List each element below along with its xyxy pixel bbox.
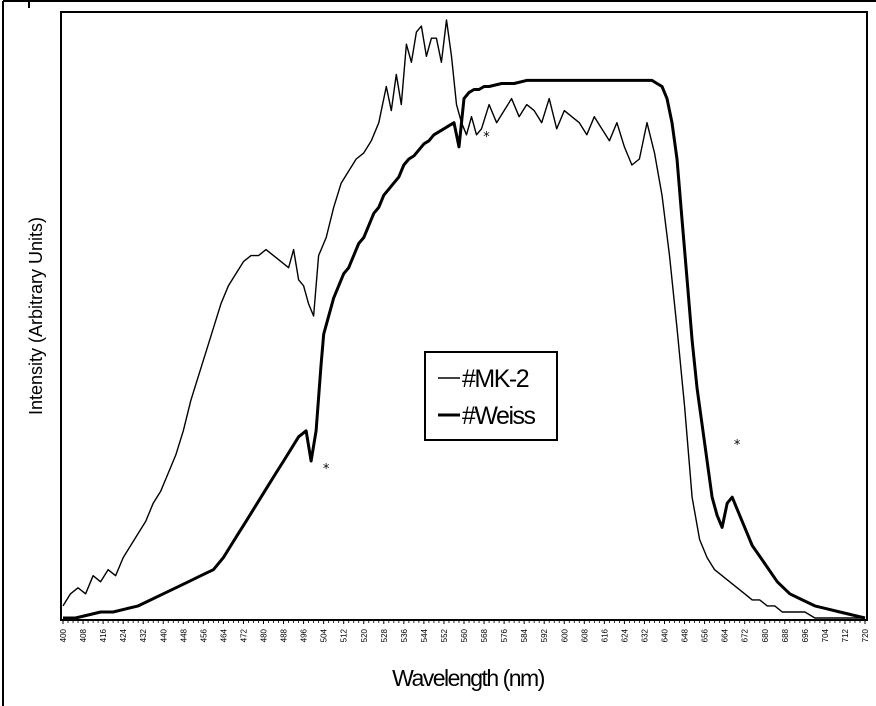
x-tick-label: 640 xyxy=(661,628,670,642)
y-axis-title: Intensity (Arbitrary Units) xyxy=(26,217,46,415)
annotation-star-3: * xyxy=(734,438,741,453)
series-line-mk2 xyxy=(62,19,865,619)
annotation-star-1: * xyxy=(323,462,330,477)
series-line-weiss xyxy=(63,78,866,620)
x-tick-label: 720 xyxy=(861,628,870,642)
x-tick-label: 584 xyxy=(520,628,529,642)
x-tick-label: 496 xyxy=(300,628,309,642)
x-tick-label: 616 xyxy=(600,628,609,642)
x-tick-label: 440 xyxy=(159,628,168,642)
x-tick-label: 472 xyxy=(239,628,248,642)
x-tick-label: 456 xyxy=(199,628,208,642)
x-tick-label: 696 xyxy=(801,628,810,642)
x-tick-label: 488 xyxy=(280,628,289,642)
annotation-star-2: * xyxy=(483,130,490,145)
x-tick-label: 672 xyxy=(741,628,750,642)
x-tick-label: 464 xyxy=(219,628,228,642)
x-tick-label: 536 xyxy=(400,628,409,642)
x-tick-label: 632 xyxy=(640,628,649,642)
series-layer xyxy=(62,19,866,620)
x-axis-title: Wavelength (nm) xyxy=(392,665,545,691)
x-tick-label: 592 xyxy=(540,628,549,642)
x-tick-label: 648 xyxy=(681,628,690,642)
x-tick-label: 576 xyxy=(500,628,509,642)
x-tick-label: 528 xyxy=(380,628,389,642)
x-tick-label: 512 xyxy=(340,628,349,642)
x-tick-label: 432 xyxy=(139,628,148,642)
legend-box xyxy=(424,351,558,441)
x-tick-label: 656 xyxy=(701,628,710,642)
x-tick-label: 552 xyxy=(440,628,449,642)
x-tick-label: 688 xyxy=(781,628,790,642)
x-tick-label: 600 xyxy=(560,628,569,642)
x-tick-label: 560 xyxy=(460,628,469,642)
x-tick-label: 480 xyxy=(260,628,269,642)
x-tick-label: 680 xyxy=(761,628,770,642)
x-tick-label: 504 xyxy=(320,628,329,642)
x-tick-label: 608 xyxy=(580,628,589,642)
x-tick-label: 520 xyxy=(360,628,369,642)
x-tick-label: 712 xyxy=(841,628,850,642)
x-tick-label: 664 xyxy=(721,628,730,642)
x-axis-ticks: 400 408 416 424 432 440 448 456 464 472 480 488 496 5… xyxy=(59,620,870,642)
legend-label-weiss: #Weiss xyxy=(462,402,536,430)
x-tick-label: 568 xyxy=(480,628,489,642)
x-tick-label: 448 xyxy=(179,628,188,642)
x-tick-label: 424 xyxy=(119,628,128,642)
legend-label-mk2: #MK-2 xyxy=(462,365,529,393)
x-tick-label: 416 xyxy=(99,628,108,642)
legend: #MK-2 #Weiss xyxy=(424,351,558,441)
annotation-layer: * * * xyxy=(323,130,741,477)
x-tick-label: 408 xyxy=(79,628,88,642)
x-tick-label: 624 xyxy=(620,628,629,642)
x-tick-label: 544 xyxy=(420,628,429,642)
x-tick-label: 704 xyxy=(821,628,830,642)
x-tick-label: 400 xyxy=(59,628,68,642)
